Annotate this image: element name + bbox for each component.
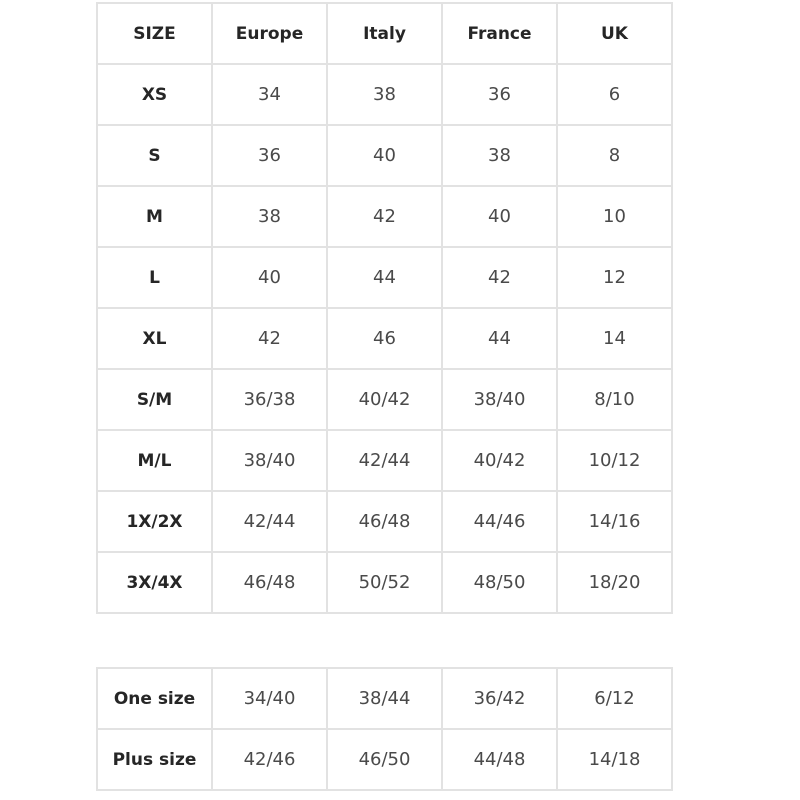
row-header: 1X/2X <box>96 490 213 553</box>
table-cell: 14/16 <box>556 490 673 553</box>
table-row: S/M 36/38 40/42 38/40 8/10 <box>96 368 673 431</box>
table-cell: 36 <box>441 63 558 126</box>
table-row: XL 42 46 44 14 <box>96 307 673 370</box>
table-cell: 36 <box>211 124 328 187</box>
table-row: S 36 40 38 8 <box>96 124 673 187</box>
table-cell: 36/42 <box>441 667 558 730</box>
row-header: M <box>96 185 213 248</box>
table-cell: 8 <box>556 124 673 187</box>
header-row: SIZE Europe Italy France UK <box>96 2 673 65</box>
column-header: UK <box>556 2 673 65</box>
table-cell: 40 <box>441 185 558 248</box>
table-cell: 42 <box>441 246 558 309</box>
table-cell: 44/48 <box>441 728 558 791</box>
table-cell: 42 <box>211 307 328 370</box>
column-header: Italy <box>326 2 443 65</box>
row-header: XL <box>96 307 213 370</box>
table-cell: 38 <box>326 63 443 126</box>
row-header: One size <box>96 667 213 730</box>
row-header: S/M <box>96 368 213 431</box>
table-cell: 38/44 <box>326 667 443 730</box>
table-cell: 40/42 <box>441 429 558 492</box>
table-row: One size 34/40 38/44 36/42 6/12 <box>96 667 673 730</box>
table-cell: 48/50 <box>441 551 558 614</box>
column-header: SIZE <box>96 2 213 65</box>
table-cell: 40/42 <box>326 368 443 431</box>
table-cell: 50/52 <box>326 551 443 614</box>
table-cell: 42/44 <box>326 429 443 492</box>
table-cell: 40 <box>211 246 328 309</box>
table-cell: 42/46 <box>211 728 328 791</box>
row-header: 3X/4X <box>96 551 213 614</box>
table-cell: 44 <box>441 307 558 370</box>
table-cell: 46/48 <box>326 490 443 553</box>
special-size-table: One size 34/40 38/44 36/42 6/12 Plus size 42/4… <box>96 667 673 791</box>
table-cell: 14 <box>556 307 673 370</box>
table-cell: 46/48 <box>211 551 328 614</box>
table-cell: 18/20 <box>556 551 673 614</box>
table-cell: 12 <box>556 246 673 309</box>
table-cell: 34 <box>211 63 328 126</box>
table-row: 3X/4X 46/48 50/52 48/50 18/20 <box>96 551 673 614</box>
table-cell: 44/46 <box>441 490 558 553</box>
table-cell: 46 <box>326 307 443 370</box>
table-cell: 38 <box>211 185 328 248</box>
table-cell: 38/40 <box>441 368 558 431</box>
table-cell: 10 <box>556 185 673 248</box>
row-header: XS <box>96 63 213 126</box>
table-cell: 34/40 <box>211 667 328 730</box>
column-header: France <box>441 2 558 65</box>
size-conversion-table: SIZE Europe Italy France UK XS 34 38 36 6 S 36 40 38 8… <box>96 2 673 614</box>
table-row: M 38 42 40 10 <box>96 185 673 248</box>
table-row: L 40 44 42 12 <box>96 246 673 309</box>
table-cell: 36/38 <box>211 368 328 431</box>
table-cell: 42 <box>326 185 443 248</box>
row-header: L <box>96 246 213 309</box>
table-cell: 8/10 <box>556 368 673 431</box>
column-header: Europe <box>211 2 328 65</box>
table-cell: 40 <box>326 124 443 187</box>
table-cell: 6/12 <box>556 667 673 730</box>
table-cell: 38/40 <box>211 429 328 492</box>
table-row: 1X/2X 42/44 46/48 44/46 14/16 <box>96 490 673 553</box>
table-cell: 44 <box>326 246 443 309</box>
row-header: M/L <box>96 429 213 492</box>
table-row: M/L 38/40 42/44 40/42 10/12 <box>96 429 673 492</box>
table-row: XS 34 38 36 6 <box>96 63 673 126</box>
row-header: S <box>96 124 213 187</box>
table-cell: 46/50 <box>326 728 443 791</box>
table-cell: 14/18 <box>556 728 673 791</box>
table-cell: 10/12 <box>556 429 673 492</box>
table-row: Plus size 42/46 46/50 44/48 14/18 <box>96 728 673 791</box>
table-cell: 6 <box>556 63 673 126</box>
row-header: Plus size <box>96 728 213 791</box>
table-cell: 38 <box>441 124 558 187</box>
table-cell: 42/44 <box>211 490 328 553</box>
